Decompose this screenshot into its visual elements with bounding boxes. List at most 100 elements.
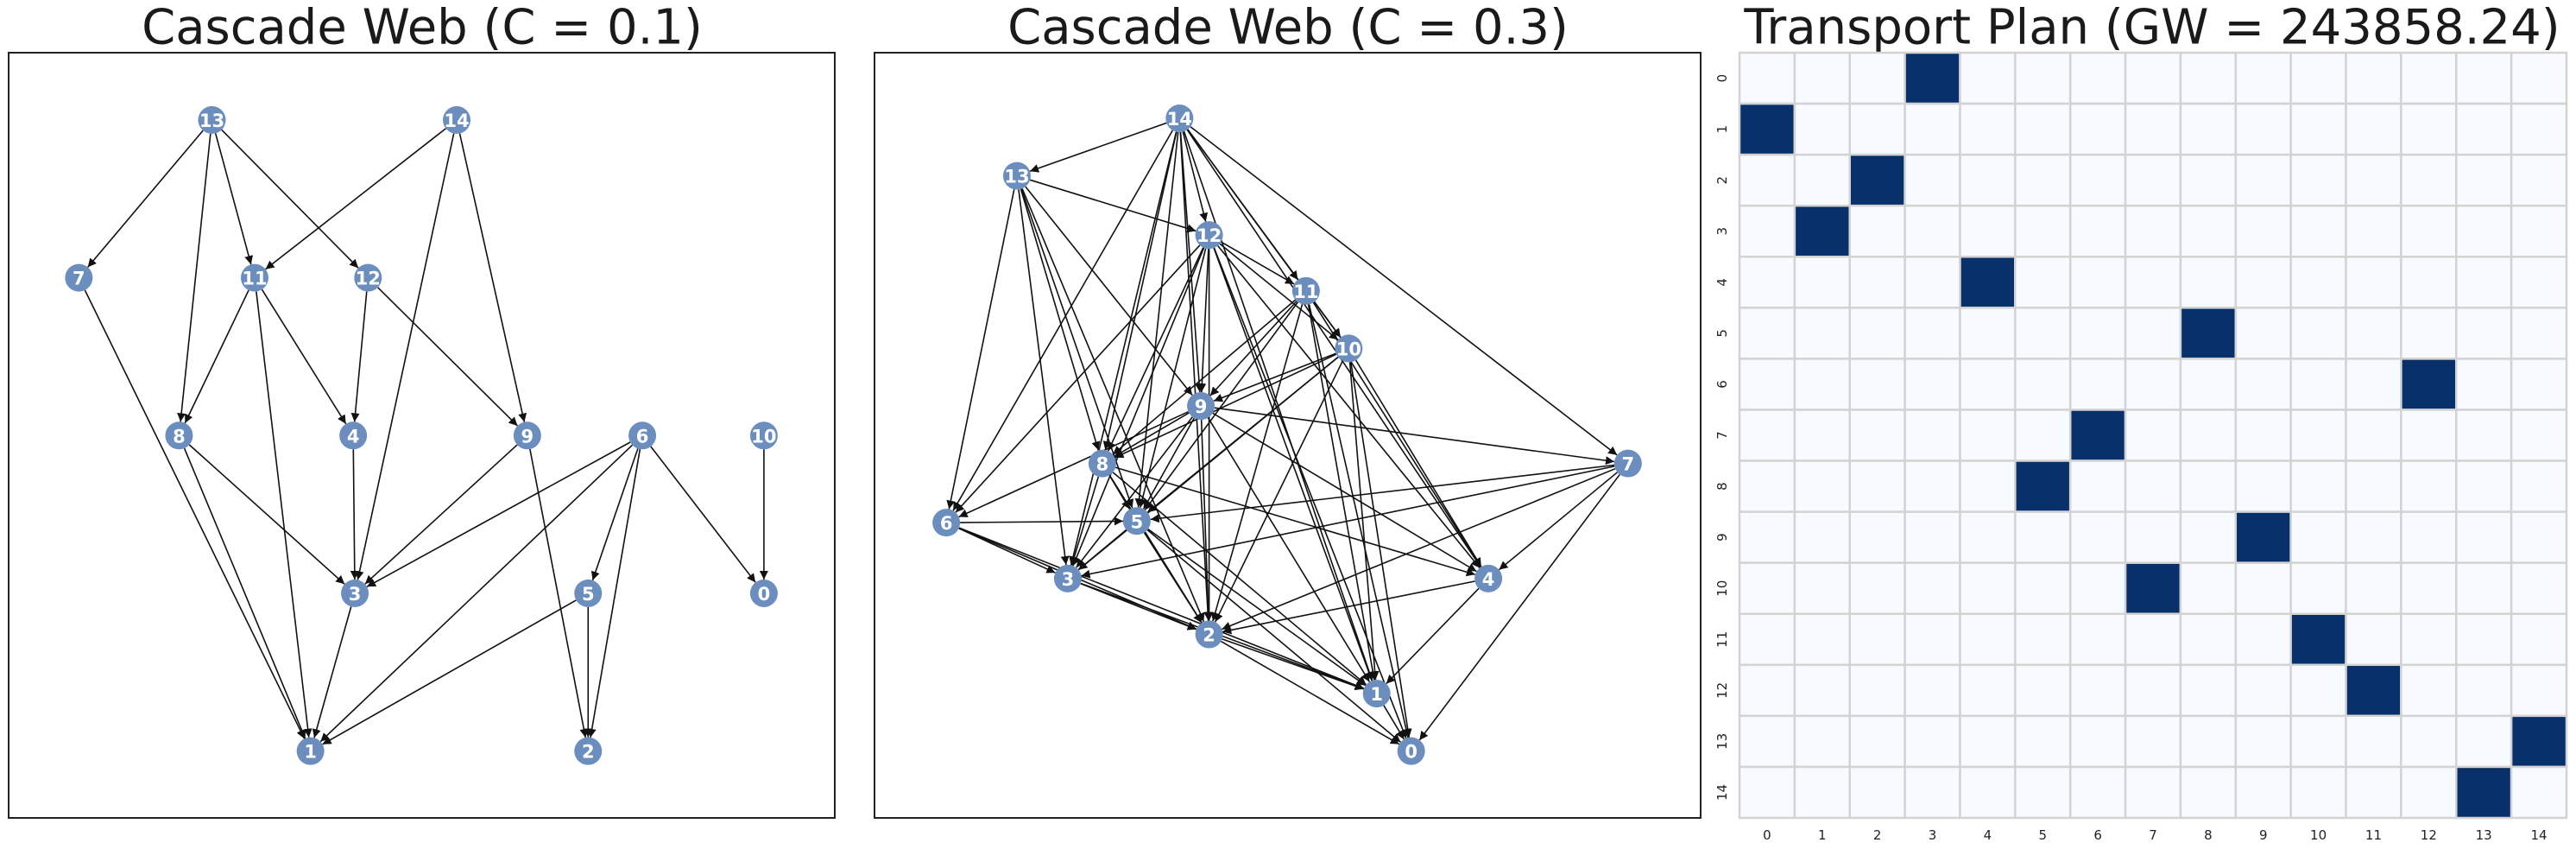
cell: [2234, 510, 2292, 564]
cell: [2345, 714, 2402, 769]
cell: [2179, 256, 2238, 309]
node: [749, 579, 778, 607]
node: [1122, 507, 1151, 535]
cell: [1959, 561, 2017, 615]
cell: [2234, 307, 2292, 360]
cell: [1793, 612, 1851, 667]
cell: [1959, 256, 2017, 309]
cell: [2068, 102, 2127, 156]
y-tick-label: 0: [1714, 74, 1730, 83]
node: [354, 263, 382, 292]
edge: [1190, 126, 1618, 456]
edge: [1112, 299, 1297, 455]
cell: [2455, 256, 2513, 309]
node-label: 8: [1096, 454, 1109, 475]
cell: [2179, 765, 2238, 820]
cell: [2289, 663, 2347, 718]
cell: [2455, 612, 2513, 667]
edge: [184, 289, 249, 424]
cell: [2234, 663, 2292, 718]
cell: [2068, 51, 2127, 105]
cell: [2014, 256, 2072, 309]
cell: [1738, 612, 1796, 667]
cell: [2510, 612, 2568, 667]
edge: [1222, 580, 1475, 635]
cell: [1848, 409, 1906, 462]
cell: [2400, 256, 2458, 309]
cell: [2068, 153, 2127, 207]
edge: [946, 189, 1015, 510]
cell: [2234, 358, 2292, 411]
cell: [1738, 358, 1796, 411]
y-tick-label: 9: [1714, 533, 1730, 542]
cell: [2068, 714, 2127, 769]
cell: [2510, 714, 2568, 769]
cell: [2068, 459, 2127, 513]
panel-frame: [8, 52, 836, 819]
cell: [2400, 51, 2458, 105]
cell: [2510, 307, 2568, 360]
cell: [2289, 204, 2347, 258]
cell: [2289, 102, 2347, 156]
edge: [377, 287, 519, 427]
edge: [312, 606, 352, 738]
edge: [188, 444, 345, 585]
x-tick-label: 1: [1818, 827, 1827, 843]
cell: [1848, 663, 1906, 718]
node-label: 14: [444, 111, 469, 131]
node-label: 12: [1196, 225, 1222, 246]
cell: [2124, 459, 2182, 513]
cell: [2400, 358, 2458, 411]
x-tick-label: 7: [2149, 827, 2157, 843]
cell: [2179, 51, 2238, 105]
edge: [958, 527, 1365, 690]
cell: [2455, 153, 2513, 207]
node-label: 0: [1405, 742, 1417, 763]
x-tick-label: 5: [2038, 827, 2047, 843]
edge: [1147, 528, 1367, 687]
edge: [1076, 416, 1193, 568]
cell: [2289, 714, 2347, 769]
y-tick-label: 6: [1714, 380, 1730, 389]
cell: [1793, 561, 1851, 615]
node-label: 2: [582, 742, 595, 763]
cell: [2068, 256, 2127, 309]
cell: [1959, 102, 2017, 156]
edge: [1107, 247, 1204, 452]
cell: [2510, 153, 2568, 207]
cell: [1959, 510, 2017, 564]
cell: [2124, 102, 2182, 156]
panel-title: Transport Plan (GW = 243858.24): [1743, 0, 2560, 56]
cell: [1904, 51, 1961, 105]
cell: [2014, 51, 2072, 105]
cell: [2234, 51, 2292, 105]
cell: [2345, 663, 2402, 718]
edge: [1115, 466, 1476, 577]
cell: [1848, 102, 1906, 156]
cell: [2068, 510, 2127, 564]
node-label: 11: [242, 269, 267, 289]
cell: [2068, 765, 2127, 820]
cell: [2510, 102, 2568, 156]
cell: [1959, 459, 2017, 513]
edge: [1138, 248, 1207, 508]
edge: [319, 444, 634, 743]
cell: [1904, 102, 1961, 156]
node-label: 12: [356, 269, 381, 289]
node-label: 14: [1167, 109, 1192, 130]
edge: [952, 130, 1174, 511]
edge: [221, 129, 359, 269]
cell: [2179, 153, 2238, 207]
cell: [2068, 358, 2127, 411]
cell: [2014, 561, 2072, 615]
cell: [2400, 459, 2458, 513]
cell: [2179, 561, 2238, 615]
node-label: 7: [1622, 454, 1635, 475]
cell: [2400, 409, 2458, 462]
edge: [1213, 352, 1336, 402]
panel-frame: [874, 52, 1702, 819]
cell: [2014, 307, 2072, 360]
cell: [2345, 256, 2402, 309]
cell: [2400, 765, 2458, 820]
